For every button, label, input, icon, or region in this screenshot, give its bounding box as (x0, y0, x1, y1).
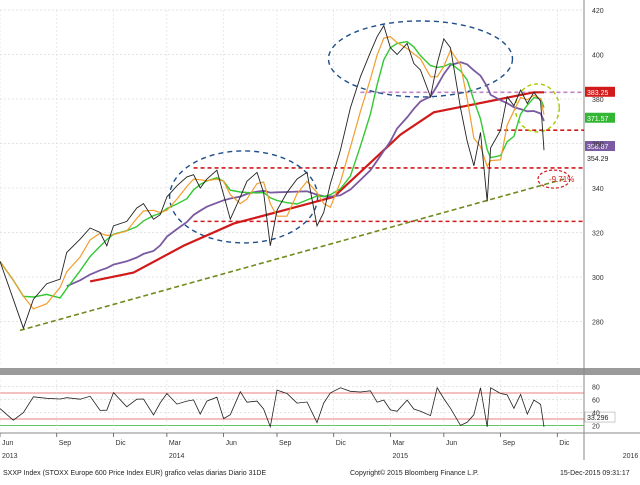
rsi-value-label: 33.296 (587, 415, 609, 422)
y-tick-label: 420 (592, 8, 604, 15)
value-badge-label: 358.87 (587, 144, 609, 151)
footer-timestamp: 15-Dec-2015 09:31:17 (560, 470, 630, 477)
rsi-y-tick-label: 20 (592, 424, 600, 431)
consolidation-ellipse (168, 150, 319, 244)
y-tick-label: 380 (592, 97, 604, 104)
percent-ellipse (537, 169, 571, 189)
x-tick-label: Dic (115, 440, 126, 447)
value-badge (585, 141, 615, 152)
x-year-label: 2013 (2, 453, 18, 460)
ma-short-line (0, 36, 545, 310)
value-badge (585, 153, 615, 164)
y-tick-label: 280 (592, 320, 604, 327)
x-tick-label: Dic (336, 440, 347, 447)
top-ellipse (327, 20, 514, 98)
x-tick-label: Sep (279, 440, 292, 447)
value-badge-label: 371.57 (587, 116, 609, 123)
x-tick-label: Mar (169, 440, 182, 447)
x-tick-label: Dic (559, 440, 570, 447)
y-tick-label: 300 (592, 275, 604, 282)
footer-title: SXXP Index (STOXX Europe 600 Price Index… (3, 470, 267, 477)
percent-change-label: -9.71% (549, 175, 574, 184)
trendline (19, 178, 565, 332)
x-tick-label: Sep (59, 440, 72, 447)
x-tick-label: Jun (226, 440, 237, 447)
x-tick-label: Mar (392, 440, 405, 447)
y-tick-label: 400 (592, 53, 604, 60)
y-tick-label: 320 (592, 231, 604, 238)
ma-200-line (89, 91, 544, 283)
lower-panel (0, 380, 584, 432)
value-badge-label: 383.25 (587, 90, 609, 97)
rsi-y-tick-label: 40 (592, 411, 600, 418)
rsi-y-tick-label: 80 (592, 385, 600, 392)
x-year-label: 2014 (169, 453, 185, 460)
value-badge-label: 354.29 (587, 156, 609, 163)
footer-copyright: Copyright© 2015 Bloomberg Finance L.P. (350, 470, 479, 477)
x-year-label: 2016 (623, 453, 639, 460)
rsi-y-tick-label: 60 (592, 398, 600, 405)
y-tick-label: 340 (592, 186, 604, 193)
x-tick-label: Sep (503, 440, 516, 447)
value-badge (585, 112, 615, 123)
y-tick-label: 360 (592, 142, 604, 149)
rsi-line (0, 386, 545, 429)
panel-divider (0, 368, 640, 375)
rsi-value-badge (584, 411, 616, 423)
x-year-label: 2015 (392, 453, 408, 460)
x-tick-label: Jun (2, 440, 13, 447)
chart-footer: SXXP Index (STOXX Europe 600 Price Index… (0, 468, 640, 480)
price-line (0, 24, 545, 330)
x-tick-label: Jun (446, 440, 457, 447)
value-badge (585, 86, 615, 97)
